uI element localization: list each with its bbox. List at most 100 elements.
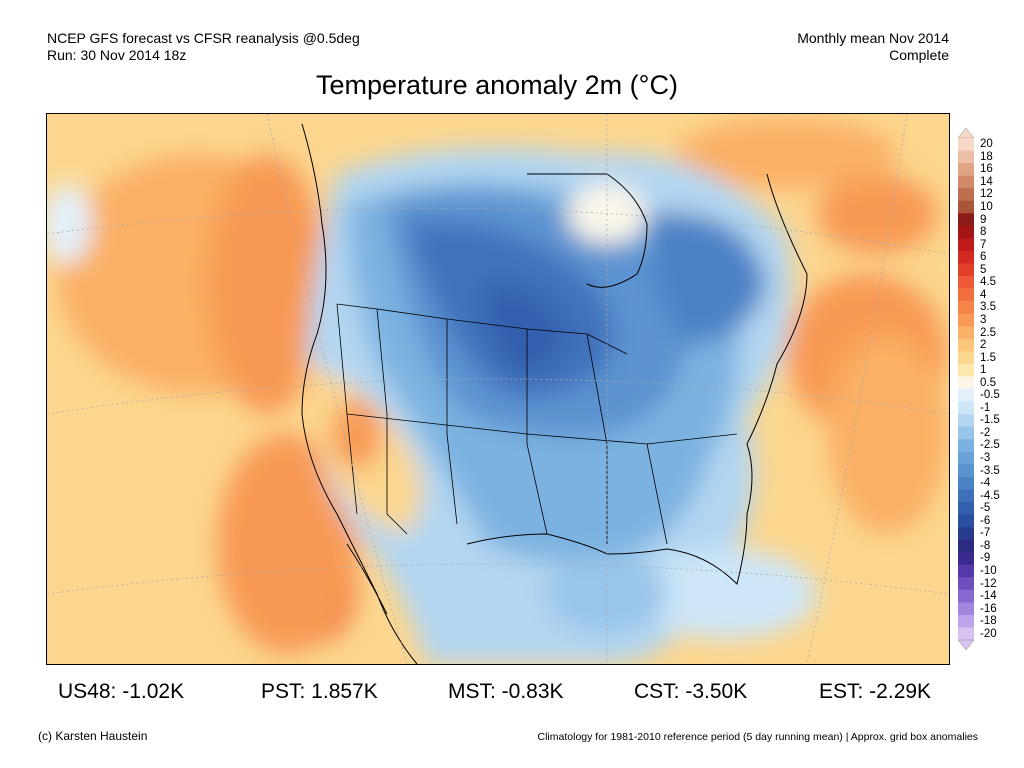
colorbar-swatch [958,489,974,503]
colorbar-tick-label: 18 [980,150,993,163]
colorbar-swatch [958,338,974,352]
graticule [47,114,949,664]
colorbar-swatch [958,238,974,252]
colorbar-tick-label: 4 [980,288,987,301]
colorbar-swatch [958,138,974,151]
colorbar-tick-label: 2.5 [980,326,996,339]
colorbar-tick-label: -2.5 [980,439,1000,452]
colorbar-swatch [958,451,974,465]
colorbar-swatch [958,263,974,277]
colorbar-swatch [958,276,974,289]
colorbar-tick-label: 9 [980,213,987,226]
map-title: Temperature anomaly 2m (°C) [316,70,678,100]
colorbar-tick-label: -1 [980,401,991,414]
stat-pst: PST: 1.857K [261,680,378,703]
colorbar-tick-label: -16 [980,602,997,615]
colorbar-swatch [958,188,974,202]
climatology-note: Climatology for 1981-2010 reference peri… [537,731,978,743]
colorbar-tick-label: -6 [980,514,991,527]
source-label: NCEP GFS forecast vs CFSR reanalysis @0.… [47,30,360,46]
colorbar-swatch [958,326,974,340]
colorbar-swatch [958,564,974,578]
colorbar-tick-label: 20 [980,138,993,151]
colorbar-swatch [958,301,974,314]
colorbar-tick-label: -18 [980,615,997,628]
colorbar-tick-label: 1 [980,364,987,377]
colorbar-swatch [958,225,974,239]
colorbar-swatch [958,627,974,641]
colorbar-swatch [958,213,974,227]
colorbar-swatch [958,401,974,415]
colorbar-tick-label: 4.5 [980,276,996,289]
colorbar-tick-label: -8 [980,539,991,552]
anomaly-map [46,113,950,665]
colorbar-tick-label: -2 [980,426,991,439]
colorbar-tick-label: 7 [980,238,987,251]
colorbar-swatch [958,313,974,327]
colorbar [958,128,974,650]
colorbar-swatch [958,602,974,616]
colorbar-tick-label: 12 [980,188,993,201]
colorbar-swatch [958,426,974,440]
colorbar-swatch [958,539,974,553]
colorbar-swatch [958,414,974,427]
colorbar-swatch [958,163,974,176]
colorbar-tick-label: -7 [980,527,991,540]
map-canvas [47,114,949,664]
colorbar-swatch [958,577,974,591]
colorbar-swatch [958,150,974,164]
colorbar-swatch [958,614,974,628]
colorbar-swatch [958,288,974,302]
colorbar-swatch [958,200,974,214]
colorbar-tick-label: -0.5 [980,389,1000,402]
coastlines [301,123,808,664]
colorbar-tick-label: -10 [980,564,997,577]
colorbar-swatch [958,552,974,565]
colorbar-tick-label: -3.5 [980,464,1000,477]
colorbar-tick-label: 8 [980,226,987,239]
colorbar-tick-label: -1.5 [980,414,1000,427]
colorbar-max-arrow [958,128,974,139]
colorbar-tick-label: -4 [980,477,991,490]
colorbar-tick-label: -3 [980,452,991,465]
colorbar-tick-label: 6 [980,251,987,264]
anomaly-field [47,119,947,664]
colorbar-swatch [958,439,974,453]
colorbar-swatch [958,514,974,528]
colorbar-swatch [958,589,974,603]
stat-mst: MST: -0.83K [448,680,564,703]
colorbar-swatch [958,376,974,390]
colorbar-tick-label: 10 [980,201,993,214]
colorbar-tick-label: -9 [980,552,991,565]
run-info: NCEP GFS forecast vs CFSR reanalysis @0.… [47,30,360,64]
status-label: Complete [889,47,949,63]
stat-us48: US48: -1.02K [58,680,185,703]
colorbar-swatch [958,389,974,402]
stat-est: EST: -2.29K [819,680,932,703]
copyright: (c) Karsten Haustein [38,729,148,743]
colorbar-tick-label: -4.5 [980,489,1000,502]
colorbar-tick-label: 1.5 [980,351,996,364]
period-label: Monthly mean Nov 2014 [797,30,949,46]
colorbar-tick-label: 14 [980,175,993,188]
colorbar-tick-label: -5 [980,502,991,515]
colorbar-tick-label: 3 [980,313,987,326]
colorbar-tick-label: 2 [980,339,987,352]
period-info: Monthly mean Nov 2014 Complete [797,30,949,64]
colorbar-tick-label: -14 [980,590,997,603]
stat-cst: CST: -3.50K [634,680,748,703]
colorbar-swatch [958,363,974,377]
colorbar-swatch [958,464,974,478]
colorbar-tick-label: 16 [980,163,993,176]
colorbar-tick-label: 0.5 [980,376,996,389]
colorbar-swatch [958,250,974,264]
colorbar-swatch [958,476,974,490]
colorbar-swatch [958,351,974,365]
colorbar-tick-label: -20 [980,627,997,640]
colorbar-tick-label: 5 [980,263,987,276]
colorbar-tick-label: -12 [980,577,997,590]
colorbar-swatch [958,175,974,189]
colorbar-tick-label: 3.5 [980,301,996,314]
colorbar-swatch [958,527,974,540]
colorbar-min-arrow [958,639,974,650]
